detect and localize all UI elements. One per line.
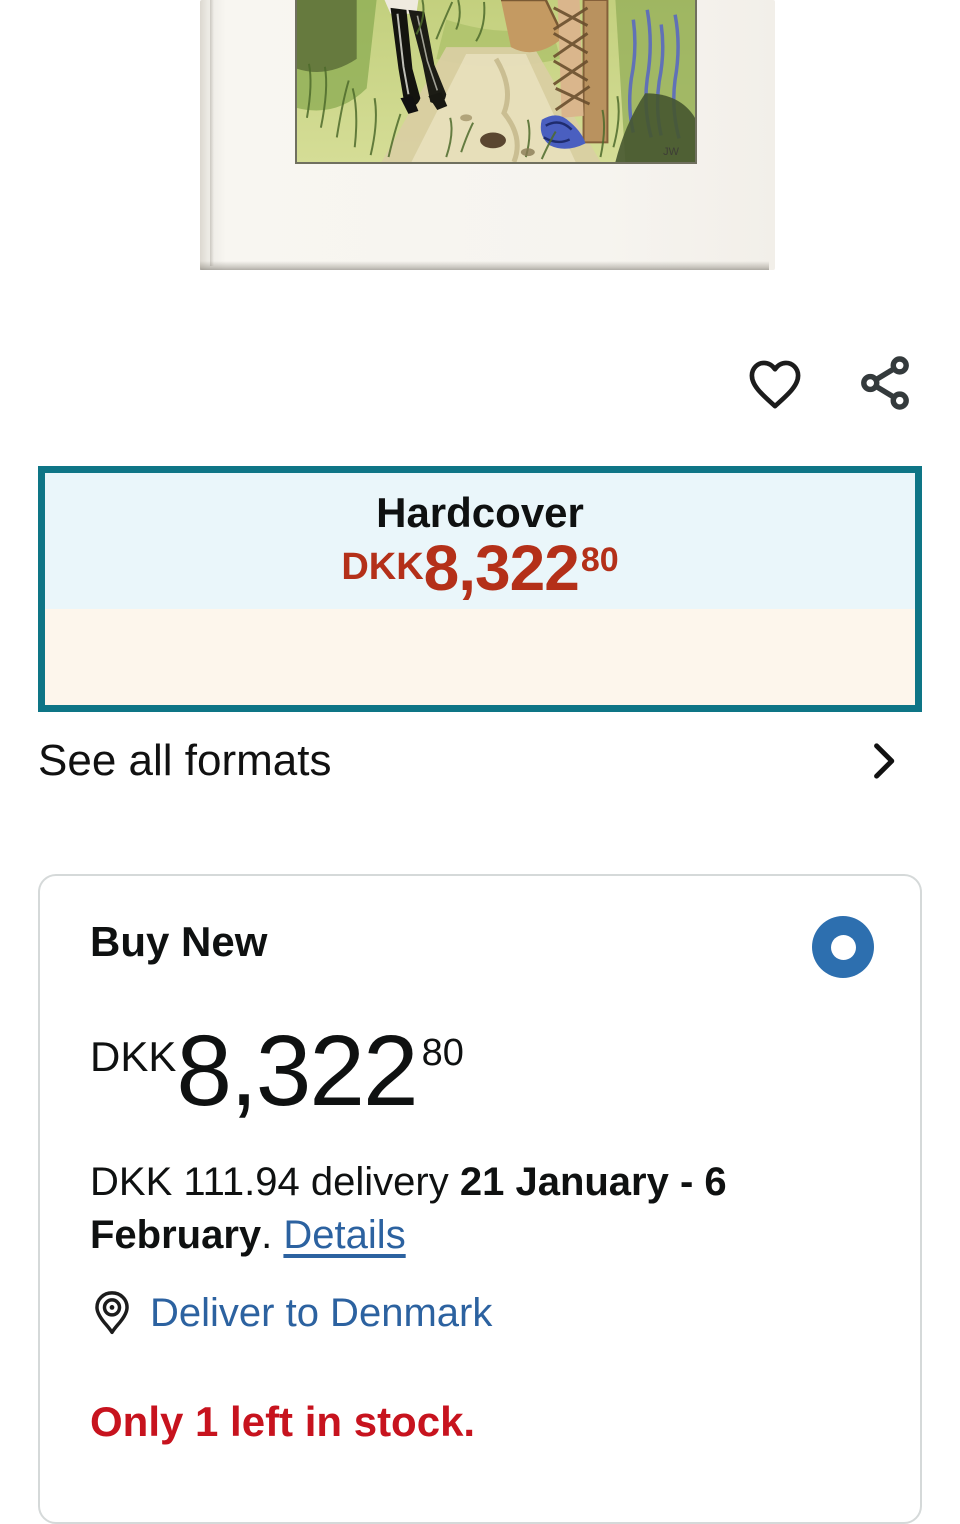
format-swatch-header: Hardcover DKK 8,322 80 <box>45 473 915 609</box>
chevron-right-icon <box>856 735 922 787</box>
location-pin-icon <box>90 1288 134 1340</box>
format-label: Hardcover <box>376 489 584 536</box>
price-fraction: 80 <box>421 1032 464 1074</box>
buy-new-radio[interactable] <box>812 916 874 978</box>
price-currency: DKK <box>341 546 424 589</box>
format-swatch-body <box>45 609 915 705</box>
buy-new-header: Buy New <box>90 912 874 978</box>
price-currency: DKK <box>90 1033 177 1080</box>
radio-dot <box>830 934 856 960</box>
price-whole: 8,322 <box>423 532 580 605</box>
buy-new-card: Buy New DKK 8,322 80 DKK 111.94 delivery 2… <box>38 874 922 1524</box>
cover-illustration: JW <box>295 0 697 164</box>
delivery-date-range: 21 January - 6 February <box>90 1160 727 1257</box>
delivery-cost-text: DKK 111.94 delivery <box>90 1160 449 1204</box>
stock-warning: Only 1 left in stock. <box>90 1397 476 1445</box>
price-whole: 8,322 <box>176 1015 418 1127</box>
share-icon <box>854 350 916 416</box>
format-price: DKK 8,322 80 <box>341 532 619 605</box>
format-swatch-hardcover[interactable]: Hardcover DKK 8,322 80 <box>38 466 922 712</box>
price-fraction: 80 <box>580 541 619 580</box>
book-cover-image[interactable]: JW <box>200 0 775 270</box>
wishlist-button[interactable] <box>742 348 808 418</box>
deliver-to-label: Deliver to Denmark <box>150 1291 493 1336</box>
see-all-formats-link[interactable]: See all formats <box>38 726 922 796</box>
delivery-info: DKK 111.94 delivery 21 January - 6 Febru… <box>90 1156 860 1262</box>
buy-new-price: DKK 8,322 80 <box>90 1015 874 1127</box>
svg-text:JW: JW <box>663 146 680 158</box>
buy-new-title: Buy New <box>90 918 268 965</box>
deliver-to-link[interactable]: Deliver to Denmark <box>90 1288 874 1340</box>
share-button[interactable] <box>852 348 918 418</box>
heart-icon <box>742 350 808 416</box>
see-all-formats-label: See all formats <box>38 736 332 785</box>
action-icon-row <box>742 348 918 418</box>
delivery-suffix: . <box>261 1212 273 1257</box>
delivery-details-link[interactable]: Details <box>283 1212 406 1257</box>
